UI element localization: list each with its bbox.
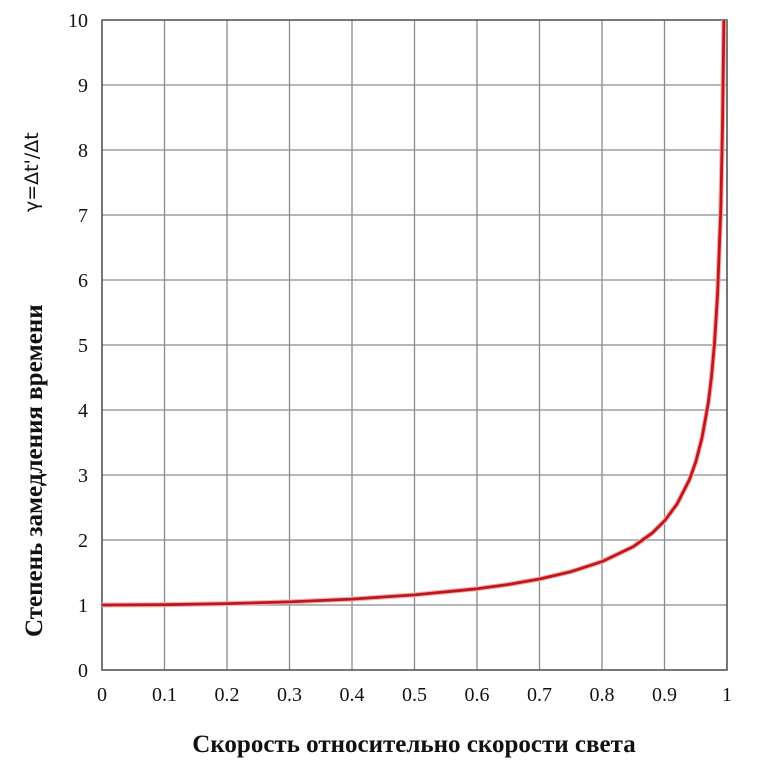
x-tick-labels: 0 0.1 0.2 0.3 0.4 0.5 0.6 0.7 0.8 0.9 1 [97, 684, 732, 706]
x-tick-label: 1 [722, 684, 732, 706]
y-tick-label: 1 [78, 595, 88, 617]
y-axis-formula: γ=Δt'/Δt [21, 132, 43, 212]
y-tick-label: 5 [78, 335, 88, 357]
series [102, 20, 727, 608]
y-tick-label: 4 [78, 400, 88, 422]
y-tick-label: 7 [78, 205, 88, 227]
y-tick-label: 3 [78, 465, 88, 487]
y-tick-label: 6 [78, 270, 88, 292]
x-tick-label: 0.1 [152, 684, 177, 706]
x-tick-label: 0 [97, 684, 107, 706]
y-tick-label: 2 [78, 530, 88, 552]
y-tick-label: 8 [78, 140, 88, 162]
series-line-glow [102, 20, 727, 608]
x-tick-label: 0.9 [652, 684, 677, 706]
x-tick-label: 0.4 [340, 684, 365, 706]
x-tick-label: 0.2 [215, 684, 240, 706]
y-tick-label: 9 [78, 75, 88, 97]
x-tick-label: 0.3 [277, 684, 302, 706]
plot-frame [101, 19, 728, 671]
y-tick-labels: 0 1 2 3 4 5 6 7 8 9 10 [68, 10, 88, 682]
x-tick-label: 0.8 [590, 684, 615, 706]
y-tick-label: 0 [78, 660, 88, 682]
x-tick-label: 0.5 [402, 684, 427, 706]
x-tick-label: 0.7 [527, 684, 552, 706]
y-tick-label: 10 [68, 10, 88, 32]
x-axis-label: Скорость относительно скорости света [192, 731, 636, 758]
x-tick-label: 0.6 [465, 684, 490, 706]
series-line [102, 20, 726, 607]
grid [101, 19, 728, 671]
y-axis-label: Степень замедления времени [21, 304, 48, 637]
